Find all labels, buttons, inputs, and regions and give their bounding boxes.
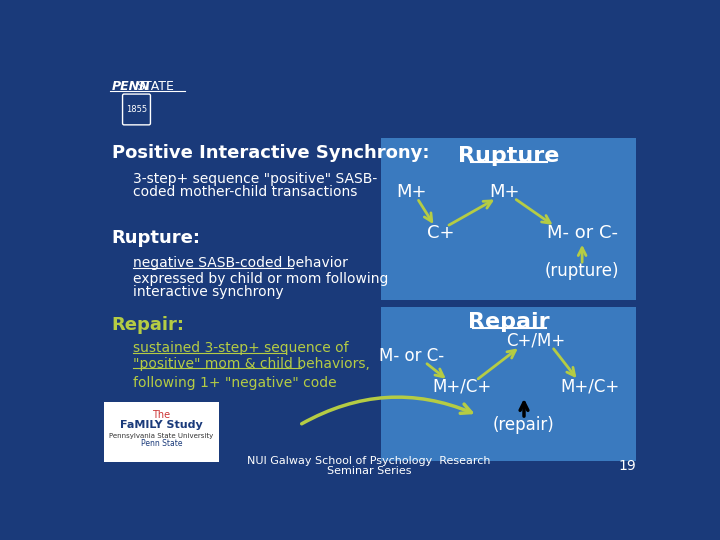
- Text: (rupture): (rupture): [545, 262, 619, 280]
- Text: 1855: 1855: [126, 105, 147, 114]
- Text: 3-step+ sequence "positive" SASB-: 3-step+ sequence "positive" SASB-: [132, 172, 377, 186]
- Text: M+: M+: [397, 183, 427, 201]
- Text: 19: 19: [618, 459, 636, 473]
- Text: interactive synchrony: interactive synchrony: [132, 285, 283, 299]
- FancyBboxPatch shape: [381, 307, 636, 461]
- Text: "positive" mom & child behaviors,: "positive" mom & child behaviors,: [132, 356, 369, 370]
- Text: M- or C-: M- or C-: [379, 347, 444, 365]
- Text: M+/C+: M+/C+: [560, 377, 619, 396]
- Text: M+/C+: M+/C+: [433, 377, 492, 396]
- Text: Pennsylvania State University: Pennsylvania State University: [109, 433, 213, 439]
- Text: The: The: [152, 410, 171, 420]
- Text: Repair: Repair: [468, 312, 549, 332]
- Text: NUI Galway School of Psychology  Research: NUI Galway School of Psychology Research: [247, 456, 491, 467]
- Text: coded mother-child transactions: coded mother-child transactions: [132, 185, 357, 199]
- Text: Rupture:: Rupture:: [112, 229, 201, 247]
- Text: Penn State: Penn State: [140, 439, 182, 448]
- Text: C+: C+: [426, 224, 454, 242]
- Text: sustained 3-step+ sequence of: sustained 3-step+ sequence of: [132, 341, 348, 355]
- Text: expressed by child or mom following: expressed by child or mom following: [132, 272, 388, 286]
- Text: M- or C-: M- or C-: [546, 224, 618, 242]
- Text: C+/M+: C+/M+: [506, 332, 565, 349]
- Text: Seminar Series: Seminar Series: [327, 465, 411, 476]
- Text: Positive Interactive Synchrony:: Positive Interactive Synchrony:: [112, 144, 429, 163]
- FancyBboxPatch shape: [381, 138, 636, 300]
- Text: following 1+ "negative" code: following 1+ "negative" code: [132, 376, 336, 390]
- Text: PENN: PENN: [112, 80, 150, 93]
- Text: (repair): (repair): [493, 416, 555, 434]
- Text: Rupture: Rupture: [458, 146, 559, 166]
- Text: STATE: STATE: [137, 80, 174, 93]
- FancyBboxPatch shape: [104, 402, 219, 462]
- Text: M+: M+: [490, 183, 520, 201]
- Text: Repair:: Repair:: [112, 316, 185, 334]
- Text: negative SASB-coded behavior: negative SASB-coded behavior: [132, 256, 348, 271]
- Text: FaMILY Study: FaMILY Study: [120, 420, 202, 430]
